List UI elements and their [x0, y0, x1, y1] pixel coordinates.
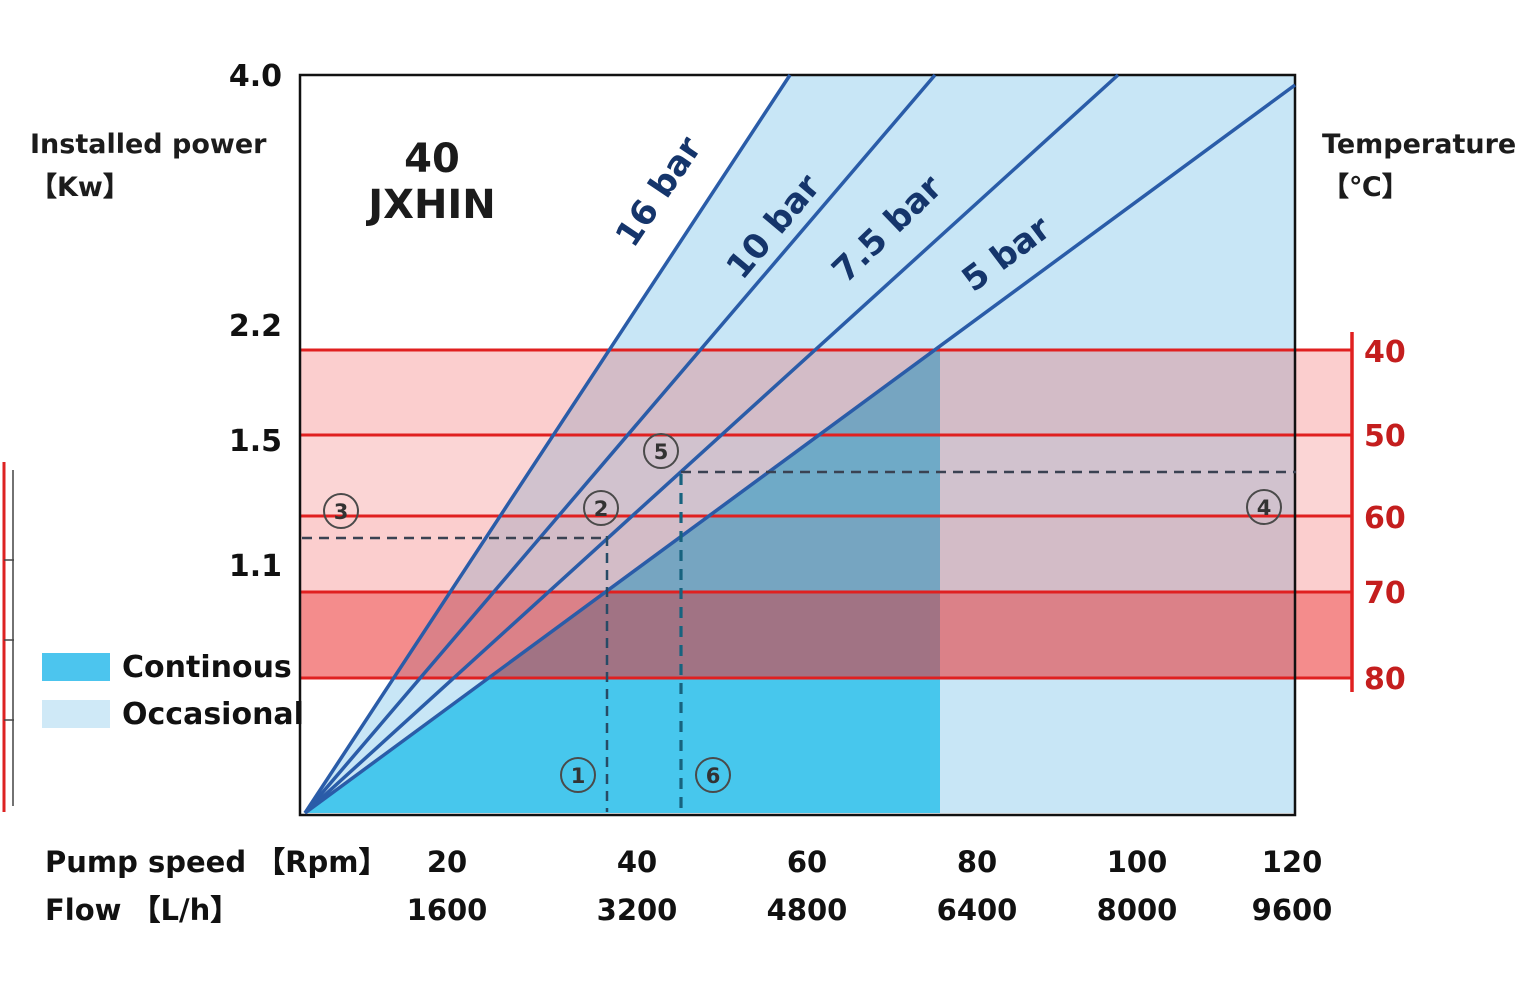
temp-band-70-80 [300, 592, 1352, 678]
legend-swatch-occasional [42, 700, 110, 728]
annotation-marker-6: 6 [695, 757, 731, 793]
flow-tick-1600: 1600 [407, 893, 488, 927]
annotation-label-5: 5 [654, 440, 669, 464]
temp-tick-40: 40 [1364, 335, 1406, 370]
temp-band-40-50 [300, 350, 1352, 435]
plot-border [298, 73, 1297, 817]
temp-tick-70: 70 [1364, 576, 1406, 611]
speed-tick-100: 100 [1107, 845, 1168, 879]
speed-tick-40: 40 [617, 845, 657, 879]
flow-tick-3200: 3200 [597, 893, 678, 927]
speed-tick-120: 120 [1262, 845, 1323, 879]
temp-tick-50: 50 [1364, 419, 1406, 454]
annotation-label-6: 6 [706, 764, 721, 788]
legend-label-occasional: Occasional [122, 697, 304, 732]
annotation-marker-3: 3 [323, 493, 359, 529]
flow-tick-9600: 9600 [1252, 893, 1333, 927]
annotation-marker-5: 5 [643, 433, 679, 469]
left-edge-cropped-scale [2, 462, 14, 812]
annotation-marker-2: 2 [583, 490, 619, 526]
left-tick-2-2: 2.2 [229, 309, 282, 344]
chart-title-model-number: 40 [404, 136, 460, 182]
annotation-marker-4: 4 [1246, 489, 1282, 525]
speed-tick-80: 80 [957, 845, 997, 879]
left-tick-1-5: 1.5 [229, 424, 282, 459]
right-axis-unit: 【℃】 [1322, 172, 1409, 203]
speed-axis-label: Pump speed 【Rpm】 [45, 845, 388, 879]
left-axis-title: Installed power [30, 129, 267, 160]
curve-7-5bar [303, 73, 1120, 815]
annotation-label-1: 1 [571, 764, 586, 788]
curve-5bar [303, 83, 1297, 815]
annotation-label-3: 3 [334, 500, 349, 524]
speed-tick-60: 60 [787, 845, 827, 879]
right-axis-title: Temperature [1322, 129, 1516, 160]
curve-16bar [303, 74, 792, 814]
temp-tick-80: 80 [1364, 662, 1406, 697]
left-tick-1-1: 1.1 [229, 549, 282, 584]
legend-swatch-continuous [42, 653, 110, 681]
temp-tick-60: 60 [1364, 501, 1406, 536]
curve-10bar [303, 73, 937, 815]
annotation-marker-1: 1 [560, 757, 596, 793]
legend-label-continuous: Continous [122, 650, 292, 685]
speed-tick-20: 20 [427, 845, 467, 879]
annotation-label-4: 4 [1257, 496, 1272, 520]
left-tick-4-0: 4.0 [229, 59, 282, 94]
flow-axis-label: Flow 【L/h】 [45, 893, 239, 927]
flow-tick-6400: 6400 [937, 893, 1018, 927]
left-axis-unit: 【Kw】 [30, 172, 130, 203]
legend: Continous Occasional [42, 650, 304, 732]
flow-tick-8000: 8000 [1097, 893, 1178, 927]
annotation-label-2: 2 [594, 497, 609, 521]
flow-tick-4800: 4800 [767, 893, 848, 927]
temp-band-50-60 [300, 435, 1352, 516]
chart-title-model-name: JXHIN [365, 182, 496, 228]
